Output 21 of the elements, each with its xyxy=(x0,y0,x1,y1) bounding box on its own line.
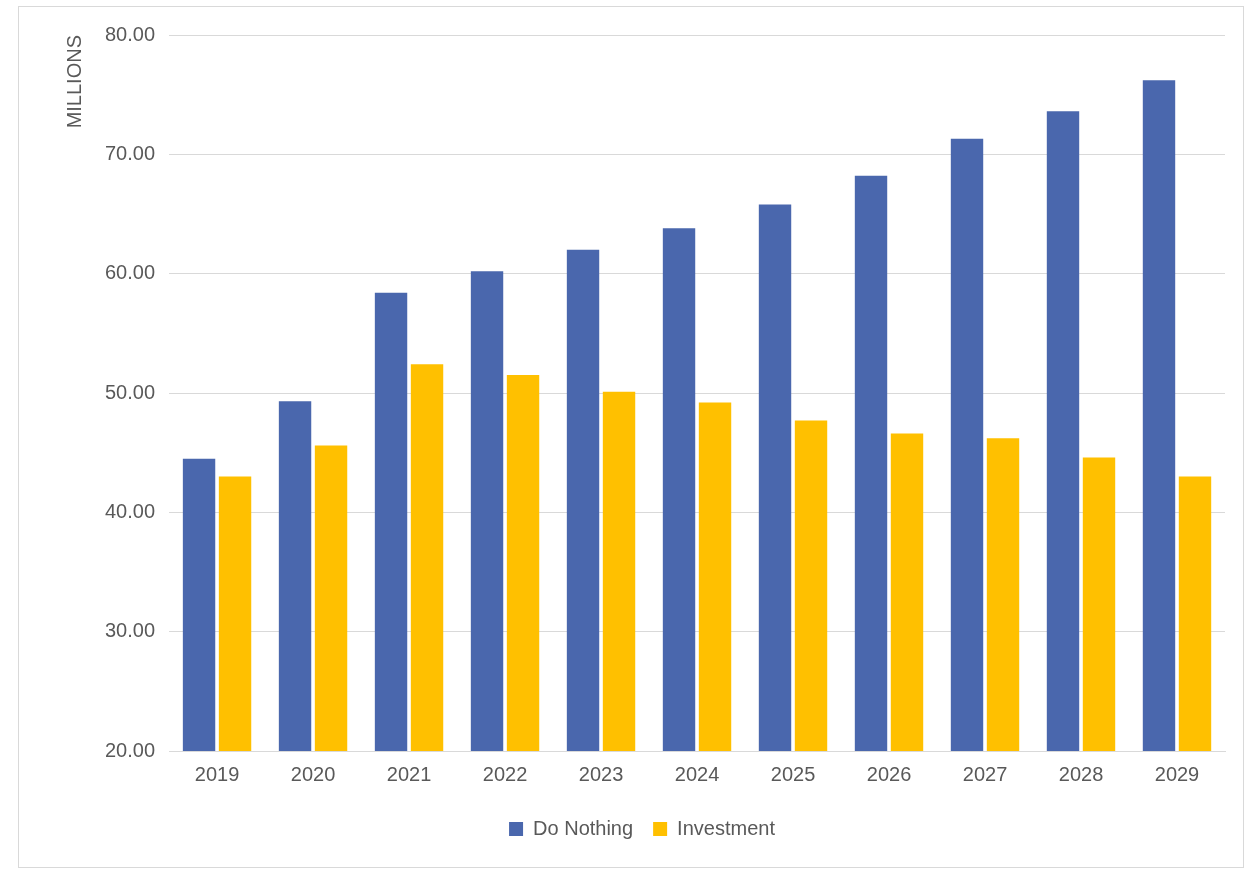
x-tick-label: 2019 xyxy=(194,762,240,785)
x-tick-label: 2025 xyxy=(770,762,816,785)
y-tick-label: 60.00 xyxy=(104,261,156,284)
x-tick-label: 2020 xyxy=(290,762,336,785)
x-tick-label: 2026 xyxy=(866,762,912,785)
x-tick-label: 2021 xyxy=(386,762,432,785)
x-tick-label: 2022 xyxy=(482,762,528,785)
legend-label: Investment xyxy=(677,816,776,839)
y-tick-label: 50.00 xyxy=(104,380,156,403)
x-tick-label: 2028 xyxy=(1058,762,1104,785)
y-tick-label: 20.00 xyxy=(104,738,156,761)
y-tick-label: 70.00 xyxy=(104,141,156,164)
x-tick-label: 2024 xyxy=(674,762,720,785)
y-tick-label: 40.00 xyxy=(104,499,156,522)
x-tick-label: 2027 xyxy=(962,762,1008,785)
y-tick-label: 80.00 xyxy=(104,22,156,45)
y-axis-title: MILLIONS xyxy=(62,35,85,129)
x-tick-label: 2023 xyxy=(578,762,624,785)
x-tick-label: 2029 xyxy=(1154,762,1200,785)
legend-label: Do Nothing xyxy=(533,816,634,839)
y-tick-label: 30.00 xyxy=(104,619,156,642)
